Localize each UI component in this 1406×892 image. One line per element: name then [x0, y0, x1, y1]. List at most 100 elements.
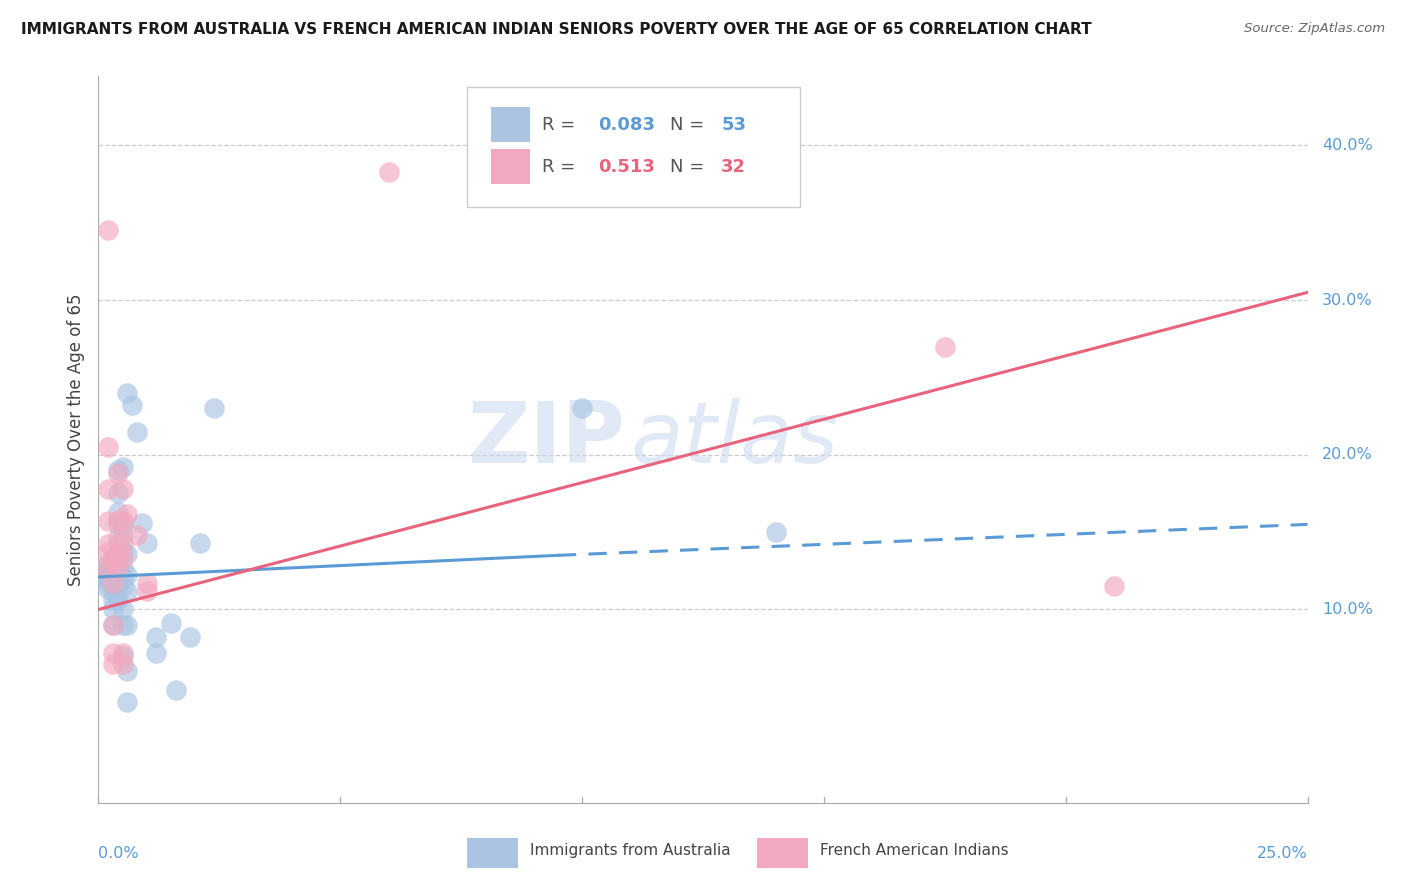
- Point: [107, 551, 129, 566]
- Point: [188, 536, 211, 550]
- Point: [765, 525, 787, 540]
- Point: [107, 560, 129, 574]
- Point: [97, 582, 120, 597]
- Point: [91, 564, 114, 578]
- Point: [111, 572, 134, 586]
- Point: [204, 401, 226, 416]
- Text: 0.0%: 0.0%: [98, 847, 139, 862]
- Point: [117, 695, 139, 709]
- Point: [127, 425, 149, 439]
- Point: [135, 583, 157, 598]
- Point: [117, 583, 139, 598]
- Point: [127, 528, 149, 542]
- Text: 53: 53: [721, 116, 747, 134]
- FancyBboxPatch shape: [467, 838, 517, 868]
- Point: [107, 486, 129, 500]
- Point: [101, 602, 124, 616]
- Text: French American Indians: French American Indians: [820, 843, 1010, 857]
- Point: [571, 401, 593, 416]
- FancyBboxPatch shape: [758, 838, 808, 868]
- Point: [111, 560, 134, 574]
- Point: [101, 562, 124, 576]
- Text: 0.513: 0.513: [598, 158, 655, 176]
- Text: ZIP: ZIP: [467, 398, 624, 481]
- Text: Immigrants from Australia: Immigrants from Australia: [530, 843, 731, 857]
- Point: [97, 556, 120, 570]
- Point: [111, 545, 134, 559]
- Point: [97, 576, 120, 591]
- Point: [117, 385, 139, 400]
- Point: [107, 536, 129, 550]
- Point: [165, 682, 187, 697]
- Y-axis label: Seniors Poverty Over the Age of 65: Seniors Poverty Over the Age of 65: [66, 293, 84, 585]
- Point: [101, 618, 124, 632]
- Text: 20.0%: 20.0%: [1322, 447, 1372, 462]
- Point: [107, 578, 129, 592]
- Point: [107, 505, 129, 519]
- Point: [97, 572, 120, 586]
- Point: [101, 568, 124, 582]
- Point: [145, 646, 167, 660]
- FancyBboxPatch shape: [467, 87, 800, 207]
- Point: [111, 579, 134, 593]
- Text: 40.0%: 40.0%: [1322, 138, 1372, 153]
- Point: [101, 553, 124, 567]
- Point: [101, 576, 124, 591]
- Point: [97, 482, 120, 496]
- FancyBboxPatch shape: [492, 107, 530, 142]
- Point: [121, 398, 143, 412]
- Text: IMMIGRANTS FROM AUSTRALIA VS FRENCH AMERICAN INDIAN SENIORS POVERTY OVER THE AGE: IMMIGRANTS FROM AUSTRALIA VS FRENCH AMER…: [21, 22, 1091, 37]
- Point: [97, 514, 120, 528]
- Point: [107, 593, 129, 607]
- Point: [179, 630, 201, 644]
- Point: [107, 562, 129, 576]
- Point: [145, 630, 167, 644]
- Point: [101, 593, 124, 607]
- Point: [97, 564, 120, 578]
- Point: [135, 576, 157, 591]
- Text: 30.0%: 30.0%: [1322, 293, 1372, 308]
- Point: [97, 545, 120, 559]
- Point: [107, 467, 129, 481]
- Point: [117, 665, 139, 679]
- Point: [131, 516, 153, 530]
- Point: [107, 463, 129, 477]
- Text: 10.0%: 10.0%: [1322, 602, 1374, 617]
- Point: [117, 568, 139, 582]
- Text: 0.083: 0.083: [598, 116, 655, 134]
- Point: [97, 440, 120, 454]
- Point: [111, 528, 134, 542]
- Point: [101, 554, 124, 568]
- Text: 32: 32: [721, 158, 747, 176]
- Text: R =: R =: [543, 116, 581, 134]
- Point: [111, 646, 134, 660]
- Point: [160, 616, 183, 631]
- Point: [111, 514, 134, 528]
- Point: [117, 507, 139, 521]
- Point: [91, 568, 114, 582]
- Point: [377, 165, 399, 179]
- Point: [91, 560, 114, 574]
- Point: [107, 549, 129, 563]
- Point: [107, 530, 129, 544]
- Point: [101, 646, 124, 660]
- Point: [101, 657, 124, 671]
- Text: atlas: atlas: [630, 398, 838, 481]
- Point: [101, 618, 124, 632]
- Point: [111, 517, 134, 532]
- Point: [111, 460, 134, 475]
- Point: [117, 547, 139, 561]
- Text: N =: N =: [671, 116, 710, 134]
- Point: [107, 517, 129, 532]
- Text: 25.0%: 25.0%: [1257, 847, 1308, 862]
- Point: [111, 618, 134, 632]
- Point: [111, 551, 134, 566]
- Point: [101, 583, 124, 598]
- Point: [1102, 579, 1125, 593]
- Point: [934, 339, 956, 353]
- Point: [107, 545, 129, 559]
- Point: [135, 536, 157, 550]
- Point: [111, 602, 134, 616]
- Point: [111, 657, 134, 671]
- Point: [111, 482, 134, 496]
